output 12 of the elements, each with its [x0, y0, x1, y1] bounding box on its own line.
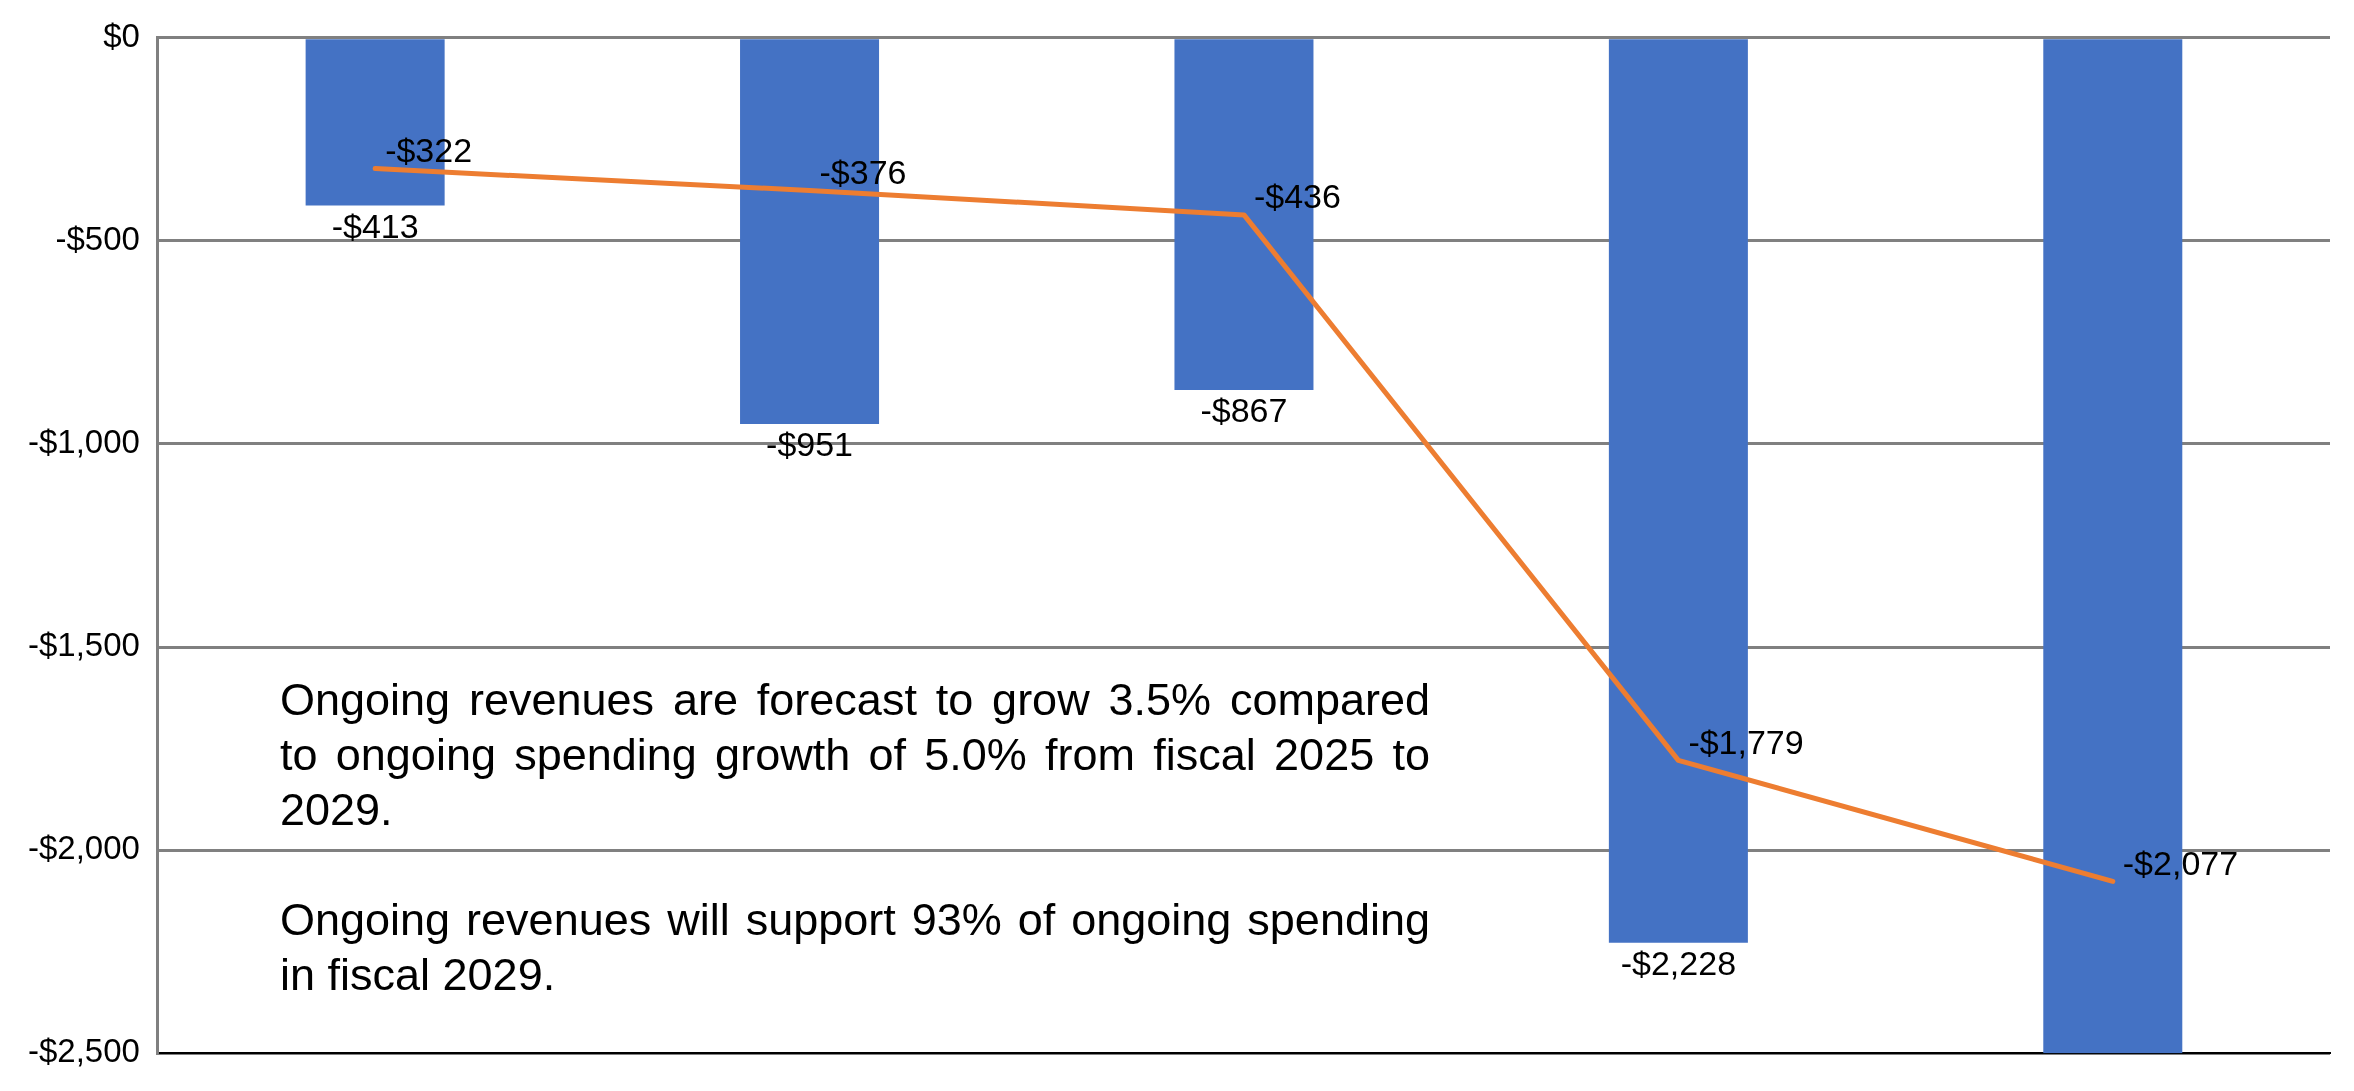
- data-label: -$2,228: [1620, 944, 1737, 983]
- y-tick-label: $0: [103, 16, 140, 54]
- y-tick-label: -$500: [55, 219, 140, 257]
- data-label: -$867: [1200, 391, 1288, 430]
- data-label: -$951: [766, 425, 854, 464]
- y-tick-label: -$2,000: [27, 829, 140, 867]
- annotation: Ongoing revenues will support 93% of ongoing spending in fiscal 2029.: [280, 893, 1430, 1002]
- y-tick-label: -$2,500: [27, 1032, 140, 1070]
- annotation: Ongoing revenues are forecast to grow 3.5% compared to ongoing spending growth of 5.0% from fiscal 2025 to 2029.: [280, 673, 1430, 837]
- y-tick-label: -$1,500: [27, 626, 140, 664]
- y-tick-label: -$1,000: [27, 423, 140, 461]
- data-label: -$413: [331, 206, 419, 245]
